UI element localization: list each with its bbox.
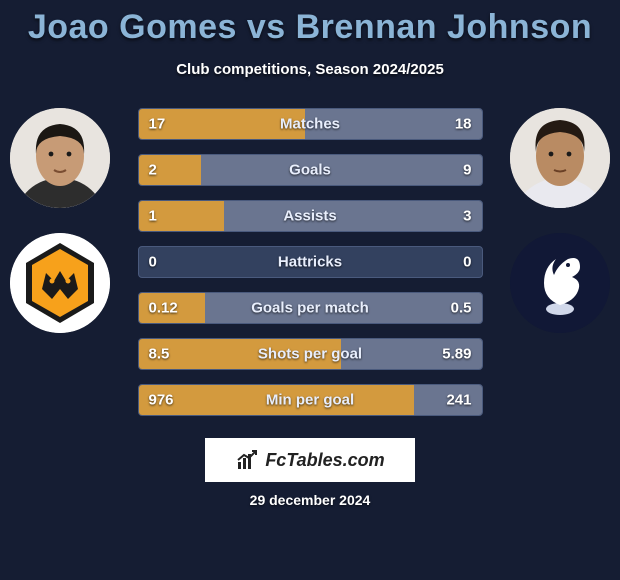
stat-value-left: 2 bbox=[149, 162, 157, 179]
stat-bars: 17 18 Matches 2 9 Goals 1 3 Assists 0 0 Hattricks 0.… bbox=[138, 108, 483, 416]
stat-row: 0.12 0.5 Goals per match bbox=[138, 292, 483, 324]
brand-label: FcTables.com bbox=[265, 450, 384, 471]
stat-value-left: 976 bbox=[149, 392, 174, 409]
stat-row: 0 0 Hattricks bbox=[138, 246, 483, 278]
stat-row: 17 18 Matches bbox=[138, 108, 483, 140]
brand-badge[interactable]: FcTables.com bbox=[205, 438, 415, 482]
stat-row: 976 241 Min per goal bbox=[138, 384, 483, 416]
stat-label: Shots per goal bbox=[258, 346, 362, 363]
chart-growth-icon bbox=[235, 448, 259, 472]
stat-label: Assists bbox=[283, 208, 336, 225]
stat-row: 8.5 5.89 Shots per goal bbox=[138, 338, 483, 370]
footer-date: 29 december 2024 bbox=[0, 492, 620, 508]
stat-value-left: 17 bbox=[149, 116, 166, 133]
club-right-crest bbox=[510, 233, 610, 333]
page-subtitle: Club competitions, Season 2024/2025 bbox=[0, 61, 620, 78]
wolves-crest-icon bbox=[10, 233, 110, 333]
spurs-crest-icon bbox=[510, 233, 610, 333]
person-icon bbox=[510, 108, 610, 208]
stat-value-right: 5.89 bbox=[442, 346, 471, 363]
stat-value-left: 0.12 bbox=[149, 300, 178, 317]
stat-label: Goals per match bbox=[251, 300, 369, 317]
comparison-stage: 17 18 Matches 2 9 Goals 1 3 Assists 0 0 Hattricks 0.… bbox=[0, 108, 620, 416]
person-icon bbox=[10, 108, 110, 208]
stat-value-right: 9 bbox=[463, 162, 471, 179]
stat-value-right: 3 bbox=[463, 208, 471, 225]
club-left-crest bbox=[10, 233, 110, 333]
stat-label: Matches bbox=[280, 116, 340, 133]
stat-value-left: 0 bbox=[149, 254, 157, 271]
stat-row: 2 9 Goals bbox=[138, 154, 483, 186]
stat-fill-right bbox=[201, 155, 482, 185]
stat-value-right: 18 bbox=[455, 116, 472, 133]
stat-value-right: 0.5 bbox=[451, 300, 472, 317]
player-right-avatar bbox=[510, 108, 610, 208]
stat-row: 1 3 Assists bbox=[138, 200, 483, 232]
page-title: Joao Gomes vs Brennan Johnson bbox=[0, 0, 620, 47]
stat-value-left: 1 bbox=[149, 208, 157, 225]
stat-fill-right bbox=[224, 201, 481, 231]
stat-label: Goals bbox=[289, 162, 331, 179]
player-left-avatar bbox=[10, 108, 110, 208]
stat-value-right: 241 bbox=[446, 392, 471, 409]
stat-label: Hattricks bbox=[278, 254, 342, 271]
stat-label: Min per goal bbox=[266, 392, 354, 409]
stat-value-left: 8.5 bbox=[149, 346, 170, 363]
stat-value-right: 0 bbox=[463, 254, 471, 271]
